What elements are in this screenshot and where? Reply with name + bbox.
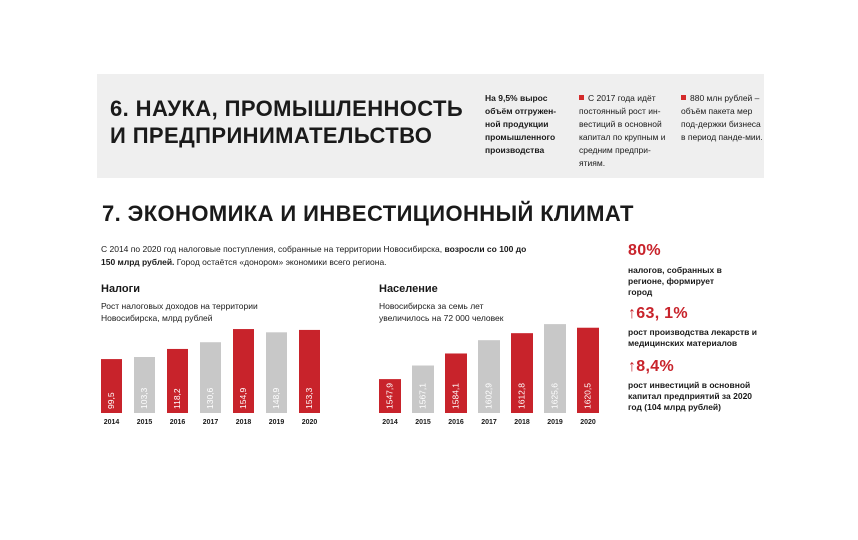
bullet-square-icon bbox=[681, 95, 686, 100]
bar-2015 bbox=[134, 357, 155, 413]
population-chart-title: Население bbox=[379, 283, 438, 295]
bar-2020 bbox=[577, 327, 599, 413]
year-tick-label: 2014 bbox=[382, 419, 398, 426]
bar-value-label: 1620,5 bbox=[582, 383, 592, 409]
intro-text-c: Город остаётся «донором» экономики всего… bbox=[174, 257, 387, 267]
year-tick-label: 2017 bbox=[203, 419, 219, 426]
year-tick-label: 2014 bbox=[104, 419, 120, 426]
investment-note-text: С 2017 года идёт постоянный рост ин-вест… bbox=[579, 93, 666, 168]
bar-value-label: 1584,1 bbox=[450, 383, 460, 409]
bullet-square-icon bbox=[579, 95, 584, 100]
bar-value-label: 154,9 bbox=[238, 387, 248, 409]
section-7-title: 7. ЭКОНОМИКА И ИНВЕСТИЦИОННЫЙ КЛИМАТ bbox=[102, 201, 634, 226]
bar-2016 bbox=[445, 353, 467, 413]
intro-text-a: С 2014 по 2020 год налоговые поступления… bbox=[101, 244, 445, 254]
bar-2016 bbox=[167, 348, 188, 413]
year-tick-label: 2018 bbox=[514, 419, 530, 426]
stat-text-investment: рост инвестиций в основной капитал предп… bbox=[628, 380, 753, 412]
industry-growth-note: На 9,5% вырос объём отгружен-ной продукц… bbox=[485, 93, 557, 155]
bar-2015 bbox=[412, 365, 434, 413]
bar-value-label: 148,9 bbox=[271, 387, 281, 409]
section-6-band bbox=[97, 74, 764, 178]
stat-value-medicine: ↑63, 1% bbox=[628, 305, 688, 322]
bar-value-label: 1547,9 bbox=[384, 383, 394, 409]
bar-value-label: 118,2 bbox=[172, 388, 182, 409]
year-tick-label: 2020 bbox=[302, 419, 318, 426]
support-package-note-text: 880 млн рублей – объём пакета мер под-де… bbox=[681, 93, 763, 142]
bar-value-label: 103,3 bbox=[139, 387, 149, 409]
year-tick-label: 2020 bbox=[580, 419, 596, 426]
bar-2018 bbox=[233, 329, 254, 413]
bar-2017 bbox=[478, 340, 500, 413]
intro-text-bold: возросли со 100 до 150 млрд рублей. bbox=[101, 244, 527, 267]
year-tick-label: 2016 bbox=[170, 419, 186, 426]
bar-value-label: 1567,1 bbox=[417, 383, 427, 409]
bar-value-label: 153,3 bbox=[304, 387, 314, 409]
support-package-note: 880 млн рублей – объём пакета мер под-де… bbox=[681, 92, 763, 144]
year-tick-label: 2016 bbox=[448, 419, 464, 426]
bar-2018 bbox=[511, 333, 533, 413]
bar-value-label: 1602,9 bbox=[483, 383, 493, 409]
stat-value-taxes-share: 80% bbox=[628, 242, 661, 259]
bar-value-label: 1612,8 bbox=[516, 383, 526, 409]
year-tick-label: 2017 bbox=[481, 419, 497, 426]
bar-2014 bbox=[379, 379, 401, 413]
stat-text-medicine: рост производства лекарств и медицинских… bbox=[628, 327, 757, 348]
section-7-intro: С 2014 по 2020 год налоговые поступления… bbox=[101, 243, 541, 269]
taxes-chart-subtitle: Рост налоговых доходов на территории Нов… bbox=[101, 301, 258, 323]
bar-2017 bbox=[200, 342, 221, 413]
section-6-title: 6. НАУКА, ПРОМЫШЛЕННОСТЬ И ПРЕДПРИНИМАТЕ… bbox=[110, 96, 464, 148]
year-tick-label: 2015 bbox=[137, 419, 153, 426]
investment-note: С 2017 года идёт постоянный рост ин-вест… bbox=[579, 92, 667, 170]
stat-text-taxes-share: налогов, собранных в регионе, формирует … bbox=[628, 265, 722, 297]
taxes-chart-title: Налоги bbox=[101, 283, 140, 295]
population-chart-subtitle: Новосибирска за семь лет увеличилось на … bbox=[379, 301, 504, 323]
year-tick-label: 2019 bbox=[269, 419, 285, 426]
year-tick-label: 2015 bbox=[415, 419, 431, 426]
bar-2019 bbox=[266, 332, 287, 413]
bar-2014 bbox=[101, 359, 122, 413]
stat-value-investment: ↑8,4% bbox=[628, 358, 674, 375]
bar-value-label: 1625,6 bbox=[549, 383, 559, 409]
bar-value-label: 130,6 bbox=[205, 387, 215, 409]
bar-2020 bbox=[299, 329, 320, 413]
bar-2019 bbox=[544, 324, 566, 413]
bar-value-label: 99,5 bbox=[106, 392, 116, 409]
year-tick-label: 2018 bbox=[236, 419, 252, 426]
year-tick-label: 2019 bbox=[547, 419, 563, 426]
